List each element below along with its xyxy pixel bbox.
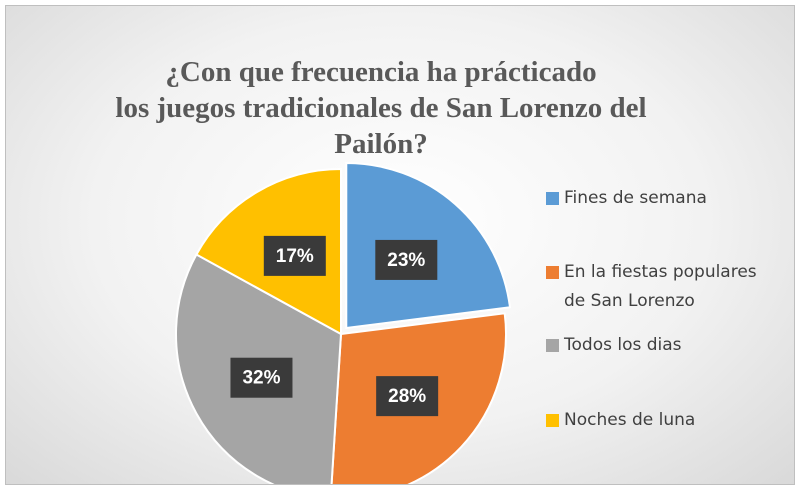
legend-swatch <box>546 192 559 205</box>
value-label: 23% <box>387 250 425 271</box>
value-label-box <box>263 235 326 276</box>
chart-area: ¿Con que frecuencia ha prácticado los jue… <box>5 5 795 485</box>
chart-title: los juegos tradicionales de San Lorenzo … <box>115 92 646 124</box>
legend-swatch <box>546 266 559 279</box>
legend-label: Fines de semana <box>564 188 707 208</box>
legend-item: Todos los dias <box>546 331 776 360</box>
value-label: 28% <box>388 386 426 407</box>
legend-swatch <box>546 339 559 352</box>
value-label-box <box>376 376 439 417</box>
chart: ¿Con que frecuencia ha prácticado los jue… <box>115 56 647 484</box>
value-label-box <box>375 239 438 280</box>
value-label: 17% <box>276 246 314 267</box>
chart-title: ¿Con que frecuencia ha prácticado <box>165 56 596 88</box>
legend-item: En la fiestas populares de San Lorenzo <box>546 258 776 316</box>
chart-title: Pailón? <box>334 128 427 160</box>
legend-swatch <box>546 414 559 427</box>
legend-label: En la fiestas populares de San Lorenzo <box>564 262 757 311</box>
value-label-box <box>230 357 293 398</box>
legend-item: Noches de luna <box>546 406 776 435</box>
value-label: 32% <box>242 368 280 389</box>
legend-item: Fines de semana <box>546 184 776 213</box>
legend-label: Noches de luna <box>564 410 696 430</box>
legend-label: Todos los dias <box>564 335 682 355</box>
